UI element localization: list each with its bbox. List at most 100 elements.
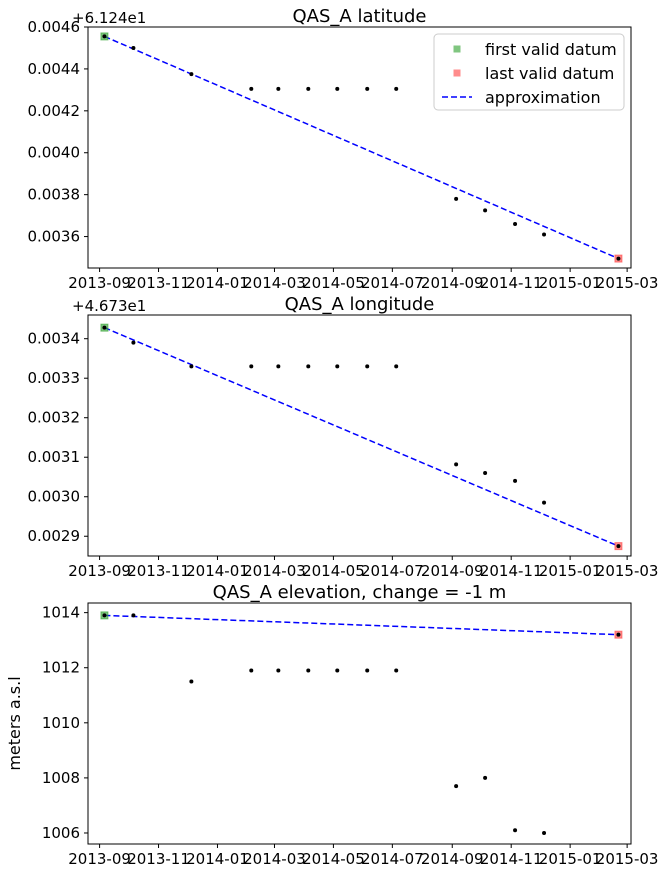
x-tick-label: 2014-01 bbox=[186, 562, 249, 580]
x-tick-label: 2015-01 bbox=[539, 274, 602, 292]
y-tick-label: 1006 bbox=[42, 824, 80, 842]
data-point bbox=[513, 478, 518, 483]
y-tick-label: 0.0042 bbox=[28, 102, 81, 120]
data-point bbox=[249, 364, 254, 369]
x-tick-label: 2014-07 bbox=[361, 850, 424, 868]
data-point bbox=[483, 208, 488, 213]
data-point bbox=[513, 828, 518, 833]
data-point bbox=[394, 668, 399, 673]
data-point bbox=[131, 45, 136, 50]
data-point bbox=[306, 668, 311, 673]
x-tick-label: 2013-09 bbox=[68, 562, 131, 580]
axis-offset-label: +4.673e1 bbox=[72, 297, 146, 315]
y-tick-label: 0.0029 bbox=[28, 527, 81, 545]
x-tick-label: 2014-09 bbox=[421, 562, 484, 580]
plot-frame bbox=[87, 314, 632, 557]
data-point bbox=[616, 544, 621, 549]
data-point bbox=[483, 471, 488, 476]
x-tick-label: 2014-07 bbox=[361, 562, 424, 580]
x-tick-label: 2015-03 bbox=[596, 274, 659, 292]
data-point bbox=[513, 221, 518, 226]
data-point bbox=[365, 668, 370, 673]
data-point bbox=[102, 325, 107, 330]
legend-first-valid-swatch bbox=[453, 45, 461, 53]
y-tick-label: 0.0034 bbox=[28, 330, 81, 348]
data-point bbox=[276, 668, 281, 673]
chart-panel-1: QAS_A longitude +4.673e1 0.0029 0.0030 0.003… bbox=[28, 294, 659, 580]
legend-box bbox=[433, 33, 625, 111]
plot-frame bbox=[87, 602, 632, 845]
data-point bbox=[131, 340, 136, 345]
x-tick-label: 2014-01 bbox=[186, 850, 249, 868]
x-tick-label: 2014-01 bbox=[186, 274, 249, 292]
plot-frame bbox=[87, 26, 632, 269]
data-point bbox=[306, 364, 311, 369]
data-point bbox=[189, 679, 194, 684]
data-point bbox=[189, 364, 194, 369]
y-tick-label: 0.0040 bbox=[28, 144, 81, 162]
data-point bbox=[102, 613, 107, 618]
x-tick-label: 2013-11 bbox=[127, 274, 190, 292]
data-point bbox=[454, 784, 459, 789]
y-tick-label: 1008 bbox=[42, 769, 80, 787]
data-point bbox=[616, 256, 621, 261]
y-tick-label: 1014 bbox=[42, 604, 80, 622]
data-point bbox=[102, 34, 107, 39]
y-tick-label: 1012 bbox=[42, 659, 80, 677]
x-tick-label: 2015-01 bbox=[539, 850, 602, 868]
data-point bbox=[276, 86, 281, 91]
axis-offset-label: +6.124e1 bbox=[72, 9, 146, 27]
x-tick-label: 2013-09 bbox=[68, 850, 131, 868]
data-point bbox=[394, 86, 399, 91]
data-point bbox=[335, 668, 340, 673]
x-tick-label: 2015-01 bbox=[539, 562, 602, 580]
approximation-line bbox=[104, 614, 619, 636]
y-tick-label: 0.0033 bbox=[28, 369, 81, 387]
x-tick-label: 2014-05 bbox=[302, 562, 365, 580]
data-point bbox=[483, 775, 488, 780]
y-tick-label: 1010 bbox=[42, 714, 80, 732]
x-tick-label: 2014-11 bbox=[480, 562, 543, 580]
x-tick-label: 2013-11 bbox=[127, 850, 190, 868]
y-tick-label: 0.0046 bbox=[28, 18, 81, 36]
legend-label: first valid datum bbox=[485, 40, 617, 59]
y-tick-label: 0.0032 bbox=[28, 409, 81, 427]
data-point bbox=[249, 668, 254, 673]
data-point bbox=[454, 462, 459, 467]
legend-label: approximation bbox=[485, 88, 601, 107]
approximation-line bbox=[104, 326, 619, 547]
y-tick-label: 0.0044 bbox=[28, 60, 81, 78]
x-tick-label: 2013-09 bbox=[68, 274, 131, 292]
x-tick-label: 2014-03 bbox=[243, 562, 306, 580]
x-tick-label: 2014-07 bbox=[361, 274, 424, 292]
chart-panel-2: QAS_A elevation, change = -1 m meters a.s… bbox=[5, 582, 658, 868]
data-point bbox=[542, 232, 547, 237]
y-axis-label: meters a.s.l bbox=[5, 676, 24, 770]
x-tick-label: 2014-03 bbox=[243, 274, 306, 292]
legend-last-valid-swatch bbox=[453, 69, 461, 77]
x-tick-label: 2015-03 bbox=[596, 562, 659, 580]
x-tick-label: 2014-03 bbox=[243, 850, 306, 868]
y-tick-label: 0.0036 bbox=[28, 228, 81, 246]
x-tick-label: 2014-09 bbox=[421, 850, 484, 868]
data-point bbox=[276, 364, 281, 369]
chart-title: QAS_A longitude bbox=[285, 294, 435, 315]
data-point bbox=[335, 86, 340, 91]
data-point bbox=[454, 196, 459, 201]
data-point bbox=[306, 86, 311, 91]
data-point bbox=[542, 830, 547, 835]
y-tick-label: 0.0038 bbox=[28, 186, 81, 204]
data-point bbox=[542, 500, 547, 505]
x-tick-label: 2014-05 bbox=[302, 274, 365, 292]
legend: first valid datum last valid datum approxi… bbox=[433, 33, 625, 111]
data-point bbox=[365, 86, 370, 91]
data-point bbox=[249, 86, 254, 91]
data-point bbox=[335, 364, 340, 369]
chart-title: QAS_A elevation, change = -1 m bbox=[213, 582, 507, 603]
x-tick-label: 2014-11 bbox=[480, 850, 543, 868]
y-tick-label: 0.0030 bbox=[28, 488, 81, 506]
data-point bbox=[131, 613, 136, 618]
legend-label: last valid datum bbox=[485, 64, 614, 83]
x-tick-label: 2014-11 bbox=[480, 274, 543, 292]
